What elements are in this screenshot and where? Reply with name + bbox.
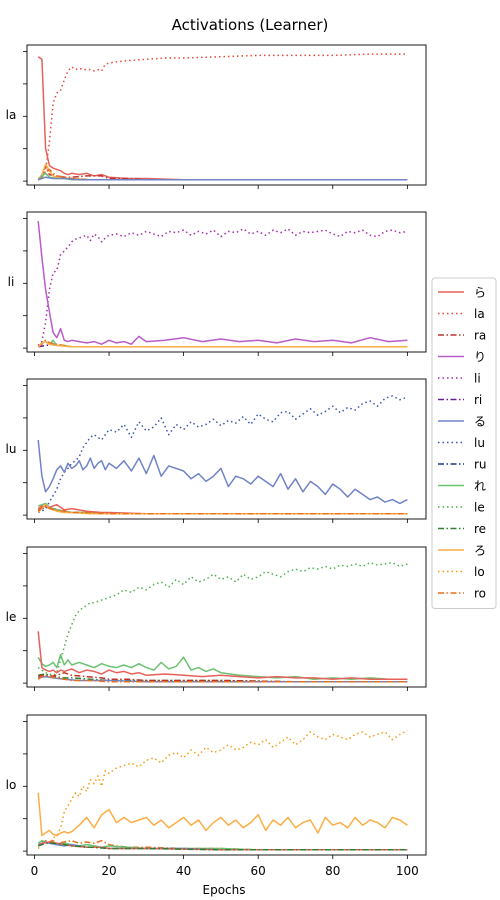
legend-label-la: la: [474, 307, 485, 321]
legend-label-lo: lo: [474, 565, 485, 579]
series-line-la-ra: [37, 164, 408, 181]
legend-label-re: re: [474, 522, 486, 536]
legend-label-li: li: [474, 372, 481, 386]
legend-label-le: le: [474, 501, 485, 515]
legend-label-ro: ro: [474, 587, 486, 601]
legend-label-lu: lu: [474, 436, 485, 450]
legend-label-ra: ra: [474, 329, 486, 343]
series-line-lu-ろ: [37, 503, 408, 515]
legend-label-り: り: [474, 350, 486, 364]
series-line-le-ら: [37, 631, 408, 680]
legend-label-れ: れ: [474, 479, 486, 493]
series-group-li: [37, 221, 408, 348]
x-tick-label-5: 100: [396, 864, 419, 878]
subplot-panels: la li lu le lo 0 20 40 60 80 100: [6, 44, 427, 878]
series-group-le: [37, 561, 408, 683]
axes-frame-lu: [26, 378, 427, 520]
series-line-lu-ro: [37, 505, 408, 515]
series-group-la: [37, 53, 408, 181]
axes-frame-le: [26, 546, 427, 688]
legend-label-ろ: ろ: [474, 544, 486, 558]
series-line-lu-る: [37, 439, 408, 505]
series-group-lo: [37, 729, 408, 851]
axes-frame-li: [26, 211, 427, 353]
series-line-li-り: [37, 221, 408, 345]
subplot-la: la: [6, 44, 427, 189]
series-line-lo-ろ: [37, 792, 408, 837]
series-group-lu: [37, 395, 408, 515]
series-line-la-る: [37, 176, 408, 181]
y-axis-label-la: la: [6, 108, 17, 122]
subplot-le: le: [6, 546, 427, 691]
series-line-la-la: [37, 53, 408, 180]
y-axis-label-le: le: [6, 610, 17, 624]
legend-label-る: る: [474, 415, 486, 429]
axes-frame-lo: [26, 714, 427, 856]
subplot-li: li: [8, 211, 427, 356]
series-line-li-li: [37, 228, 408, 347]
x-tick-label-2: 40: [176, 864, 191, 878]
x-axis-label: Epochs: [203, 883, 246, 897]
y-axis-label-lu: lu: [6, 442, 17, 456]
series-line-le-ro: [37, 674, 408, 683]
series-line-le-ra: [37, 671, 408, 683]
legend-label-ら: ら: [474, 286, 486, 300]
x-tick-label-3: 60: [251, 864, 266, 878]
y-axis-label-lo: lo: [6, 778, 17, 792]
series-line-le-le: [37, 561, 408, 677]
axes-frame-la: [26, 44, 427, 186]
subplot-lu: lu: [6, 378, 427, 523]
series-line-lo-re: [37, 842, 408, 851]
series-line-lu-lu: [37, 395, 408, 514]
legend-label-ru: ru: [474, 458, 487, 472]
y-axis-label-li: li: [8, 275, 15, 289]
subplot-lo: lo 0 20 40 60 80 100: [6, 714, 427, 878]
series-line-lo-lo: [37, 729, 408, 850]
chart-legend: ら la ra り li ri る lu ru れ le re ろ lo ro: [431, 277, 497, 609]
legend-frame: [431, 277, 497, 609]
chart-title: Activations (Learner): [172, 16, 329, 34]
x-tick-label-4: 80: [325, 864, 340, 878]
series-line-lo-ro: [37, 839, 408, 851]
legend-label-ri: ri: [474, 393, 482, 407]
x-tick-label-1: 20: [101, 864, 116, 878]
series-line-li-ろ: [37, 340, 408, 348]
x-tick-label-0: 0: [31, 864, 39, 878]
